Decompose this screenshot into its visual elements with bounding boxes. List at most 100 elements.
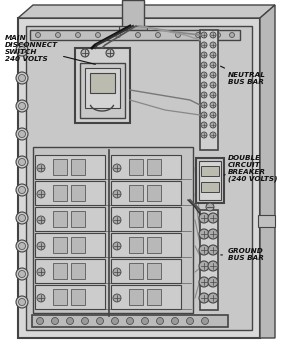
Bar bbox=[199, 161, 221, 200]
Bar bbox=[196, 158, 224, 203]
Circle shape bbox=[16, 44, 28, 56]
Circle shape bbox=[201, 92, 207, 98]
Bar bbox=[35, 259, 105, 283]
Circle shape bbox=[196, 33, 200, 37]
Bar bbox=[80, 63, 125, 118]
Circle shape bbox=[199, 293, 209, 303]
Bar bbox=[18, 18, 260, 338]
Circle shape bbox=[199, 277, 209, 287]
Circle shape bbox=[201, 52, 207, 58]
Circle shape bbox=[35, 33, 40, 37]
Circle shape bbox=[37, 164, 45, 172]
Circle shape bbox=[210, 112, 216, 118]
Bar bbox=[32, 315, 228, 327]
Circle shape bbox=[201, 132, 207, 138]
Circle shape bbox=[19, 46, 26, 53]
Circle shape bbox=[19, 159, 26, 166]
Circle shape bbox=[37, 268, 45, 276]
Bar bbox=[53, 289, 67, 305]
Circle shape bbox=[127, 318, 134, 325]
Circle shape bbox=[201, 62, 207, 68]
Text: DOUBLE
CIRCUIT
BREAKER
(240 VOLTS): DOUBLE CIRCUIT BREAKER (240 VOLTS) bbox=[224, 155, 278, 183]
Bar bbox=[258, 215, 275, 227]
Bar bbox=[71, 211, 85, 227]
Bar bbox=[200, 30, 218, 150]
Text: NEUTRAL
BUS BAR: NEUTRAL BUS BAR bbox=[220, 66, 266, 85]
Bar bbox=[147, 289, 161, 305]
Circle shape bbox=[230, 33, 235, 37]
Circle shape bbox=[172, 318, 178, 325]
Circle shape bbox=[106, 49, 114, 57]
Bar bbox=[129, 159, 143, 175]
Circle shape bbox=[201, 42, 207, 48]
Polygon shape bbox=[18, 5, 275, 18]
Circle shape bbox=[19, 187, 26, 193]
Bar bbox=[35, 181, 105, 205]
Bar bbox=[35, 155, 105, 179]
Bar bbox=[147, 237, 161, 253]
Circle shape bbox=[187, 318, 194, 325]
Bar bbox=[122, 0, 144, 28]
Circle shape bbox=[113, 164, 121, 172]
Circle shape bbox=[210, 82, 216, 88]
Circle shape bbox=[113, 268, 121, 276]
Circle shape bbox=[201, 102, 207, 108]
Bar bbox=[71, 185, 85, 201]
Circle shape bbox=[208, 229, 218, 239]
Bar bbox=[201, 182, 219, 192]
Bar bbox=[53, 211, 67, 227]
Circle shape bbox=[199, 229, 209, 239]
Text: MAIN
DISCONNECT
SWITCH
240 VOLTS: MAIN DISCONNECT SWITCH 240 VOLTS bbox=[5, 35, 95, 64]
Bar bbox=[147, 211, 161, 227]
Bar bbox=[129, 289, 143, 305]
Circle shape bbox=[113, 190, 121, 198]
Polygon shape bbox=[260, 5, 275, 338]
Circle shape bbox=[199, 245, 209, 255]
Circle shape bbox=[37, 294, 45, 302]
Circle shape bbox=[19, 270, 26, 277]
Circle shape bbox=[210, 102, 216, 108]
Circle shape bbox=[37, 242, 45, 250]
Circle shape bbox=[210, 122, 216, 128]
Circle shape bbox=[136, 33, 140, 37]
Circle shape bbox=[208, 213, 218, 223]
Circle shape bbox=[210, 32, 216, 38]
Circle shape bbox=[199, 213, 209, 223]
Circle shape bbox=[202, 318, 208, 325]
Bar bbox=[85, 68, 120, 108]
Bar bbox=[71, 289, 85, 305]
Bar bbox=[53, 159, 67, 175]
Circle shape bbox=[208, 245, 218, 255]
Circle shape bbox=[116, 33, 121, 37]
Circle shape bbox=[19, 298, 26, 306]
Bar bbox=[35, 207, 105, 231]
Bar bbox=[71, 263, 85, 279]
Circle shape bbox=[16, 156, 28, 168]
Circle shape bbox=[82, 318, 88, 325]
Bar bbox=[111, 207, 181, 231]
Bar bbox=[119, 26, 147, 31]
Circle shape bbox=[16, 212, 28, 224]
Circle shape bbox=[210, 92, 216, 98]
Circle shape bbox=[199, 261, 209, 271]
Circle shape bbox=[16, 128, 28, 140]
Bar bbox=[200, 210, 218, 310]
Circle shape bbox=[16, 72, 28, 84]
Circle shape bbox=[37, 190, 45, 198]
Bar bbox=[201, 166, 219, 176]
Circle shape bbox=[16, 100, 28, 112]
Circle shape bbox=[208, 293, 218, 303]
Text: GROUND
BUS BAR: GROUND BUS BAR bbox=[221, 248, 264, 261]
Bar bbox=[111, 259, 181, 283]
Circle shape bbox=[215, 33, 220, 37]
Bar bbox=[111, 233, 181, 257]
Bar bbox=[129, 185, 143, 201]
Circle shape bbox=[19, 131, 26, 138]
Bar bbox=[111, 285, 181, 309]
Circle shape bbox=[208, 277, 218, 287]
Circle shape bbox=[155, 33, 160, 37]
Circle shape bbox=[67, 318, 73, 325]
Circle shape bbox=[210, 132, 216, 138]
Bar bbox=[33, 147, 193, 313]
Bar bbox=[30, 30, 240, 40]
